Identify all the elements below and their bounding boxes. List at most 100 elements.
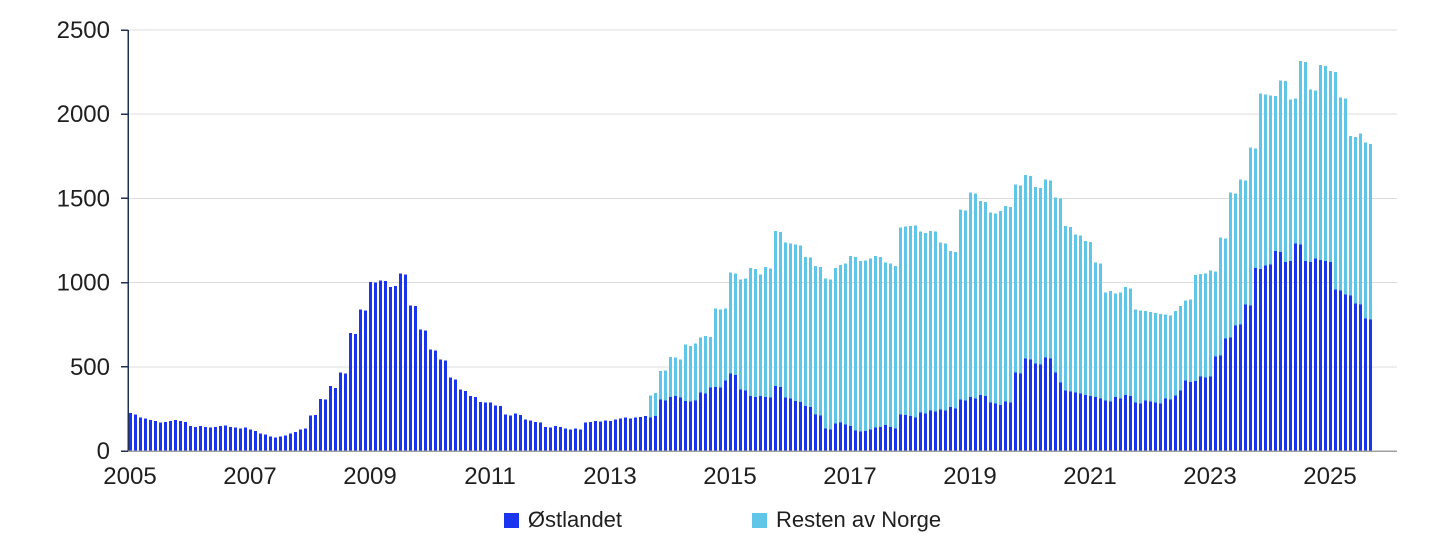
bar-resten-av-norge [974, 193, 977, 399]
bar-ostlandet [189, 426, 192, 451]
bar-resten-av-norge [779, 232, 782, 388]
bar-ostlandet [1129, 395, 1132, 451]
bar-ostlandet [394, 285, 397, 451]
bar-ostlandet [1319, 260, 1322, 451]
bar-ostlandet [824, 428, 827, 451]
bar-resten-av-norge [944, 243, 947, 411]
bar-ostlandet [179, 421, 182, 451]
bar-ostlandet [284, 435, 287, 451]
bar-resten-av-norge [794, 244, 797, 401]
bar-ostlandet [534, 422, 537, 451]
bar-resten-av-norge [709, 336, 712, 388]
bar-ostlandet [1124, 395, 1127, 451]
bar-resten-av-norge [909, 226, 912, 416]
bar-resten-av-norge [1349, 136, 1352, 296]
x-tick-label-2023: 2023 [1183, 463, 1236, 490]
bar-ostlandet [1234, 325, 1237, 451]
bar-resten-av-norge [679, 359, 682, 398]
bar-ostlandet [1094, 396, 1097, 451]
bar-resten-av-norge [979, 201, 982, 396]
bar-ostlandet [614, 419, 617, 451]
bar-resten-av-norge [1234, 193, 1237, 326]
bar-ostlandet [679, 397, 682, 451]
bar-ostlandet [674, 395, 677, 451]
bar-ostlandet [1004, 401, 1007, 451]
bar-ostlandet [749, 395, 752, 451]
bar-resten-av-norge [1024, 175, 1027, 359]
bar-ostlandet [589, 422, 592, 451]
bar-resten-av-norge [859, 261, 862, 432]
bar-resten-av-norge [1204, 273, 1207, 378]
bar-ostlandet [244, 427, 247, 451]
bar-resten-av-norge [1344, 98, 1347, 295]
bar-resten-av-norge [879, 257, 882, 428]
bar-ostlandet [999, 405, 1002, 451]
bar-resten-av-norge [1354, 137, 1357, 304]
y-tick-label-2500: 2500 [57, 17, 110, 44]
y-tick-label-2000: 2000 [57, 101, 110, 128]
bar-resten-av-norge [789, 243, 792, 399]
bar-ostlandet [1069, 391, 1072, 451]
bar-ostlandet [559, 427, 562, 451]
bar-resten-av-norge [1144, 311, 1147, 401]
bar-ostlandet [874, 427, 877, 451]
bar-resten-av-norge [919, 231, 922, 413]
bar-ostlandet [669, 396, 672, 451]
bar-resten-av-norge [1094, 262, 1097, 397]
bar-ostlandet [684, 400, 687, 451]
bar-ostlandet [1249, 305, 1252, 451]
bar-ostlandet [979, 395, 982, 451]
bar-ostlandet [744, 390, 747, 451]
bar-ostlandet [734, 375, 737, 451]
bar-ostlandet [809, 407, 812, 451]
bar-resten-av-norge [1219, 237, 1222, 356]
bar-ostlandet [254, 430, 257, 451]
bar-resten-av-norge [1324, 66, 1327, 262]
bar-ostlandet [194, 426, 197, 451]
bar-resten-av-norge [1249, 147, 1252, 306]
bar-ostlandet [199, 426, 202, 451]
bar-ostlandet [1009, 402, 1012, 451]
bar-ostlandet [789, 398, 792, 451]
bar-resten-av-norge [669, 357, 672, 397]
bar-ostlandet [529, 420, 532, 451]
bar-ostlandet [1279, 252, 1282, 451]
bar-ostlandet [1159, 403, 1162, 451]
bar-ostlandet [1139, 403, 1142, 451]
x-tick-label-2021: 2021 [1063, 463, 1116, 490]
bar-resten-av-norge [874, 255, 877, 428]
bar-ostlandet [639, 416, 642, 451]
bar-ostlandet [149, 420, 152, 451]
bar-resten-av-norge [1199, 274, 1202, 377]
bar-ostlandet [409, 305, 412, 451]
bar-ostlandet [729, 373, 732, 451]
bar-ostlandet [1199, 376, 1202, 451]
bar-resten-av-norge [739, 279, 742, 390]
bar-ostlandet [889, 427, 892, 451]
bar-ostlandet [1019, 373, 1022, 451]
bar-resten-av-norge [884, 262, 887, 426]
bar-resten-av-norge [1029, 176, 1032, 360]
bar-ostlandet [739, 389, 742, 451]
bar-ostlandet [779, 387, 782, 451]
bar-ostlandet [1204, 377, 1207, 451]
bar-ostlandet [1194, 380, 1197, 451]
bar-ostlandet [939, 409, 942, 451]
bar-resten-av-norge [1194, 275, 1197, 381]
bar-ostlandet [404, 274, 407, 451]
bar-ostlandet [159, 422, 162, 451]
bar-ostlandet [909, 415, 912, 451]
bar-ostlandet [209, 427, 212, 451]
bar-ostlandet [934, 411, 937, 451]
bar-ostlandet [799, 401, 802, 451]
bar-ostlandet [1189, 381, 1192, 451]
bar-resten-av-norge [1014, 184, 1017, 373]
bar-ostlandet [294, 431, 297, 451]
legend-label-resten-av-norge: Resten av Norge [776, 507, 942, 532]
bar-ostlandet [884, 425, 887, 451]
bar-ostlandet [1294, 243, 1297, 451]
bar-resten-av-norge [949, 251, 952, 408]
bar-ostlandet [634, 417, 637, 451]
bar-ostlandet [374, 282, 377, 451]
